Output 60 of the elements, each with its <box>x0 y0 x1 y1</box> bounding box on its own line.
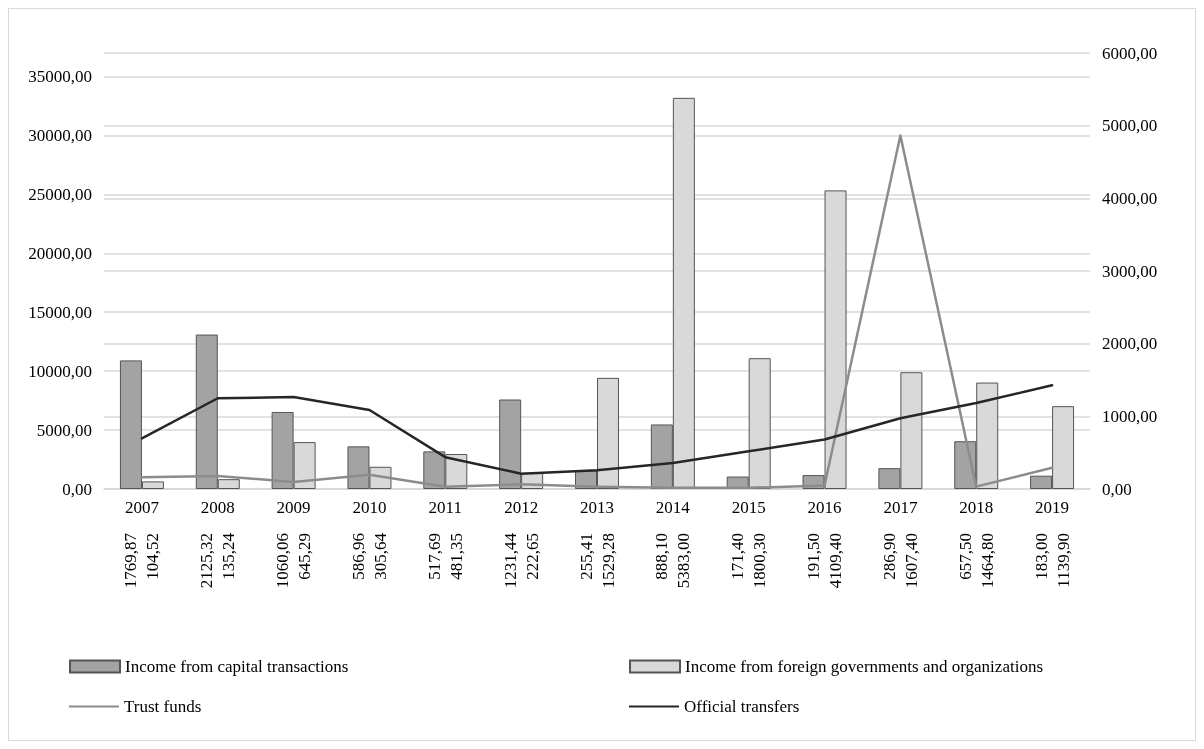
x-tick-label: 2010 <box>352 498 387 517</box>
x-tick-label: 2007 <box>124 498 160 517</box>
data-label: 286,90 <box>879 533 899 580</box>
data-label: 1529,28 <box>598 533 618 589</box>
data-label: 255,41 <box>576 533 596 580</box>
y-tick-label: 5000,00 <box>36 420 92 440</box>
legend-label: Income from foreign governments and organizations <box>685 657 1043 676</box>
legend-label: Official transfers <box>684 697 800 716</box>
data-label: 645,29 <box>295 533 315 580</box>
data-label: 1769,87 <box>121 532 141 589</box>
data-label: 1464,80 <box>977 533 997 589</box>
data-label: 5383,00 <box>674 533 694 589</box>
line-series <box>140 134 1054 490</box>
data-label: 586,96 <box>348 533 368 580</box>
y-tick-label: 30000,00 <box>28 125 92 145</box>
data-label: 1607,40 <box>901 533 921 589</box>
y-tick-label: 0,00 <box>62 479 92 499</box>
data-label: 1800,30 <box>750 533 770 589</box>
x-tick-label: 2012 <box>504 498 539 517</box>
data-label: 305,64 <box>370 532 390 580</box>
x-tick-label: 2014 <box>655 498 691 517</box>
x-tick-label: 2016 <box>807 498 842 517</box>
data-label: 1139,90 <box>1053 533 1073 588</box>
data-label: 657,50 <box>955 533 975 580</box>
y2-tick-label: 5000,00 <box>1102 116 1158 136</box>
data-label: 104,52 <box>143 533 163 580</box>
y2-tick-label: 0,00 <box>1102 479 1132 499</box>
y-tick-label: 25000,00 <box>28 184 92 204</box>
y-tick-label: 20000,00 <box>28 243 92 263</box>
data-label: 888,10 <box>652 533 672 580</box>
y2-tick-label: 6000,00 <box>1102 43 1158 63</box>
data-label: 135,24 <box>219 532 239 580</box>
x-tick-label: 2015 <box>731 498 766 517</box>
y2-tick-label: 2000,00 <box>1102 334 1158 354</box>
data-label: 191,50 <box>804 533 824 580</box>
x-tick-label: 2011 <box>428 498 462 517</box>
data-label: 4109,40 <box>826 533 846 589</box>
data-label: 481,35 <box>446 533 466 580</box>
data-label: 222,65 <box>522 533 542 580</box>
data-label: 183,00 <box>1031 533 1051 580</box>
y2-tick-label: 4000,00 <box>1102 188 1158 208</box>
y2-tick-label: 3000,00 <box>1102 261 1158 281</box>
y-tick-label: 10000,00 <box>28 361 92 381</box>
y2-tick-label: 1000,00 <box>1102 406 1158 426</box>
legend-label: Trust funds <box>124 697 202 716</box>
data-label: 171,40 <box>728 533 748 580</box>
x-tick-label: 2019 <box>1035 498 1070 517</box>
x-tick-label: 2017 <box>883 498 918 517</box>
data-label: 1060,06 <box>273 533 293 589</box>
x-tick-label: 2008 <box>200 498 235 517</box>
y-tick-label: 35000,00 <box>28 67 92 87</box>
data-label: 2125,32 <box>197 533 217 589</box>
y-tick-label: 15000,00 <box>28 302 92 322</box>
x-tick-label: 2013 <box>580 498 614 517</box>
data-label: 1231,44 <box>500 532 520 589</box>
legend-label: Income from capital transactions <box>125 657 349 676</box>
x-tick-label: 2018 <box>959 498 994 517</box>
data-label: 517,69 <box>424 533 444 580</box>
x-tick-label: 2009 <box>276 498 311 517</box>
line-series <box>140 384 1054 475</box>
